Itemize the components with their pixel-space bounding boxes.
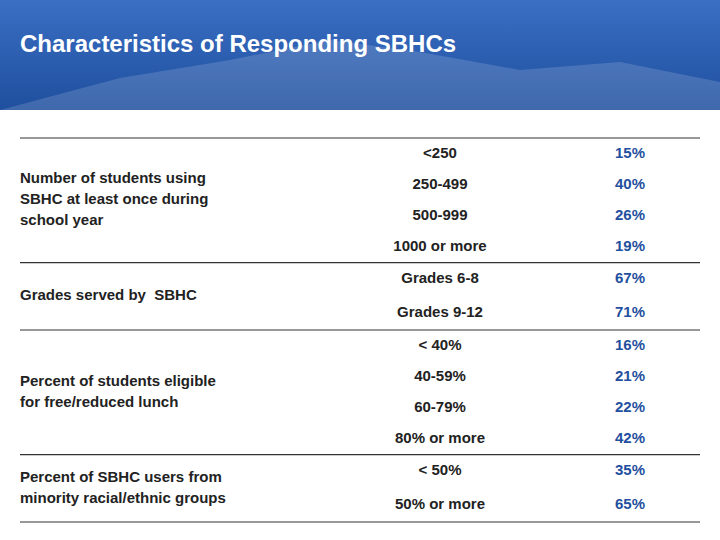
row-category: < 40% <box>419 336 462 353</box>
row-label: Grades served by SBHC <box>20 286 197 303</box>
divider <box>20 521 700 522</box>
row-category: < 50% <box>419 461 462 478</box>
divider <box>20 454 700 455</box>
table-body: Number of students usingSBHC at least on… <box>20 138 700 522</box>
row-label: Percent of students eligiblefor free/red… <box>20 372 216 410</box>
row-label: Number of students usingSBHC at least on… <box>20 169 208 228</box>
value-label: 21% <box>615 367 645 384</box>
value-label: 65% <box>615 495 645 512</box>
row-category: 80% or more <box>395 429 485 446</box>
value-label: 35% <box>615 461 645 478</box>
value-label: 67% <box>615 269 645 286</box>
chart-container: Characteristics of Responding SBHCs Numbe… <box>0 0 720 540</box>
row-category: 250-499 <box>412 175 467 192</box>
divider <box>20 262 700 263</box>
row-category: <250 <box>423 144 457 161</box>
header-band <box>0 0 720 110</box>
value-label: 71% <box>615 303 645 320</box>
value-label: 22% <box>615 398 645 415</box>
value-label: 15% <box>615 144 645 161</box>
divider <box>20 329 700 330</box>
title: Characteristics of Responding SBHCs <box>20 30 456 57</box>
row-category: Grades 9-12 <box>397 303 483 320</box>
value-label: 40% <box>615 175 645 192</box>
row-category: Grades 6-8 <box>401 269 479 286</box>
row-category: 500-999 <box>412 206 467 223</box>
row-category: 1000 or more <box>393 237 486 254</box>
row-category: 50% or more <box>395 495 485 512</box>
value-label: 19% <box>615 237 645 254</box>
row-category: 40-59% <box>414 367 466 384</box>
row-label: Percent of SBHC users fromminority racia… <box>20 468 226 506</box>
table-chart: Characteristics of Responding SBHCs Numbe… <box>0 0 720 540</box>
value-label: 26% <box>615 206 645 223</box>
row-category: 60-79% <box>414 398 466 415</box>
divider <box>20 137 700 138</box>
value-label: 16% <box>615 336 645 353</box>
value-label: 42% <box>615 429 645 446</box>
